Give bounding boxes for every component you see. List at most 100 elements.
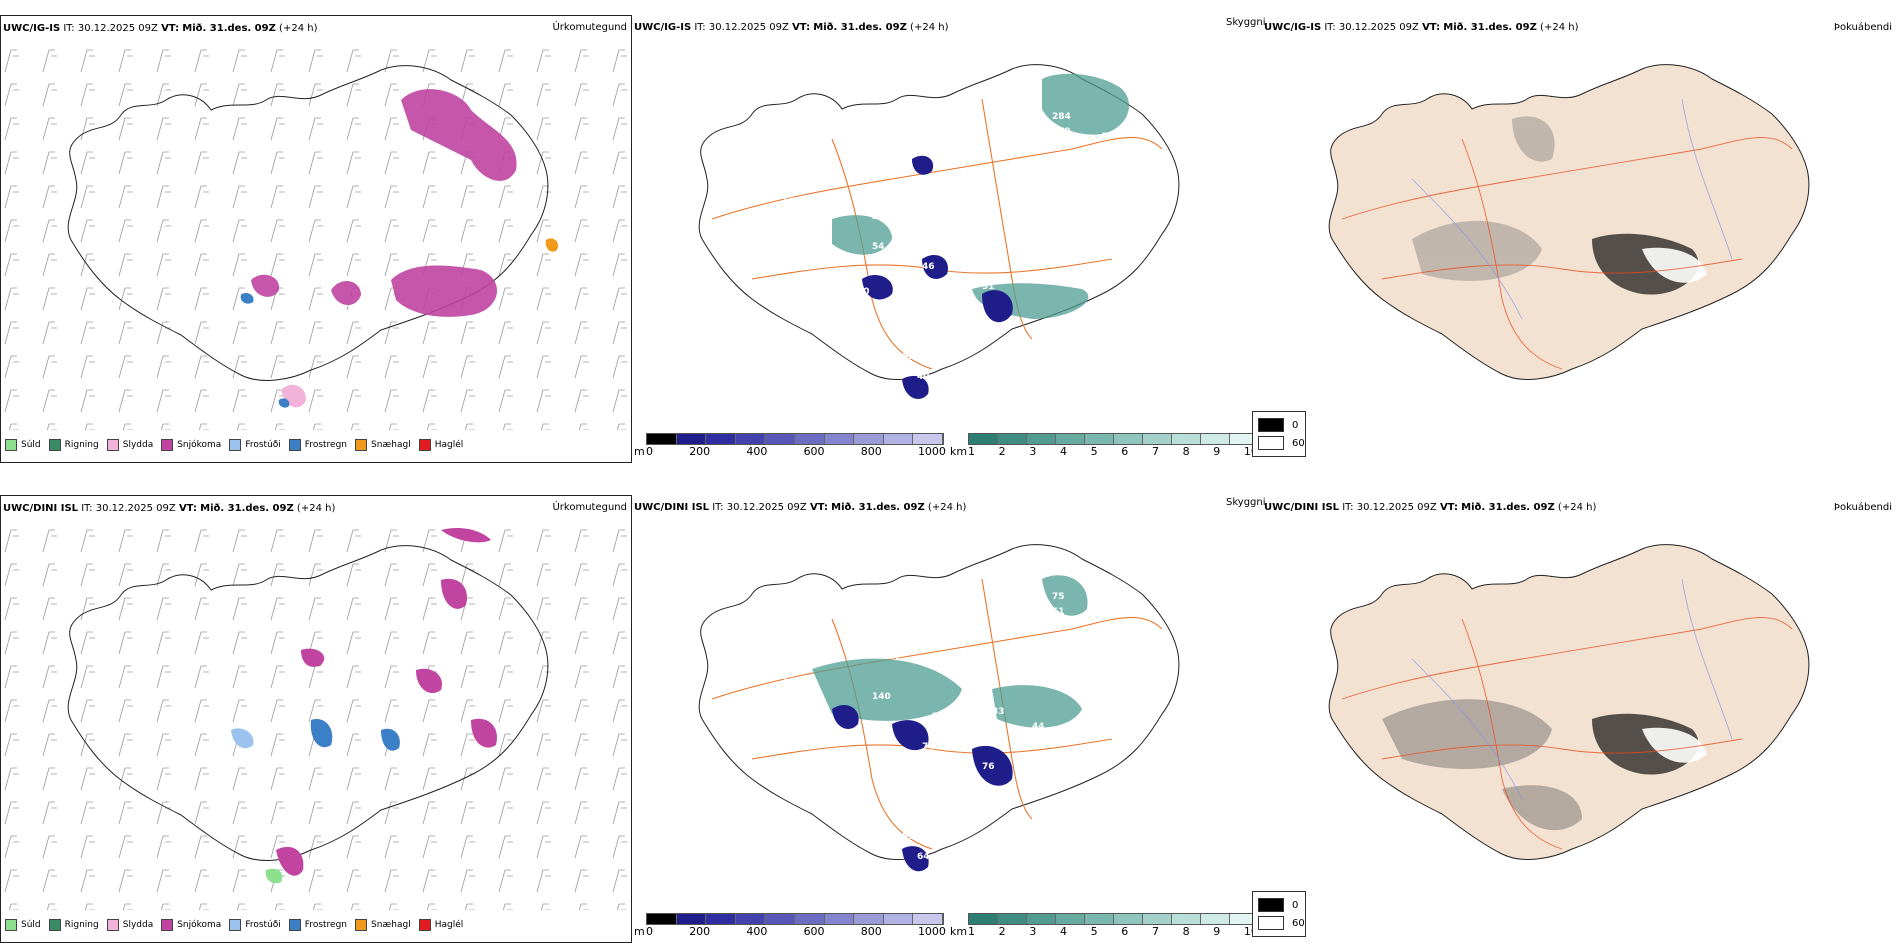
legend-item: Snæhagl	[355, 919, 411, 931]
visibility-colorbar: km 1 2 3 4 5 6 7 8 9 10	[950, 913, 1260, 943]
ceiling-label: 41	[892, 852, 905, 862]
panel-title: Úrkomutegund	[552, 502, 627, 513]
ceiling-label: 43	[857, 767, 870, 777]
ceiling-label: 50	[932, 232, 945, 242]
ceiling-label: 61	[1052, 607, 1065, 617]
ceiling-label: 354	[872, 722, 891, 732]
ceiling-label: 64	[917, 852, 930, 862]
legend-item: Slydda	[106, 919, 153, 931]
ceiling-label: 54	[872, 242, 885, 252]
panel-title: Þokuábendi	[1833, 22, 1892, 33]
fog-panel-row1: UWC/IG-IS IT: 30.12.2025 09Z VT: Mið. 31…	[1252, 15, 1900, 463]
panel-header: UWC/IG-IS IT: 30.12.2025 09Z VT: Mið. 31…	[1264, 22, 1579, 33]
visibility-unit: km	[950, 925, 968, 938]
ceiling-label: 52	[1082, 727, 1095, 737]
ceiling-label: 76	[982, 762, 995, 772]
legend-item: Haglél	[418, 439, 463, 451]
ceiling-label: 10	[857, 287, 870, 297]
ceiling-label: 65	[902, 352, 915, 362]
visibility-panel-row1: UWC/IG-IS IT: 30.12.2025 09Z VT: Mið. 31…	[632, 15, 1266, 463]
panel-header: UWC/IG-IS IT: 30.12.2025 09Z VT: Mið. 31…	[3, 23, 318, 34]
legend-item: Snæhagl	[355, 439, 411, 451]
ceiling-label: 74	[922, 742, 935, 752]
ceiling-unit: m	[634, 925, 645, 938]
panel-title: Úrkomutegund	[552, 22, 627, 33]
visibility-panel-row2: UWC/DINI ISL IT: 30.12.2025 09Z VT: Mið.…	[632, 495, 1266, 943]
legend-item: Súld	[5, 439, 41, 451]
ceiling-label: 27	[1002, 662, 1015, 672]
ceiling-label: 284	[1052, 112, 1071, 122]
ceiling-label: 3	[882, 172, 888, 182]
ceiling-label: 37	[1032, 637, 1045, 647]
ceiling-label: 51	[902, 832, 915, 842]
ceiling-colorbar: m 0 200 400 600 800 1000	[634, 913, 946, 943]
ceiling-label: 138	[897, 812, 916, 822]
fog-panel-row2: UWC/DINI ISL IT: 30.12.2025 09Z VT: Mið.…	[1252, 495, 1900, 943]
ceiling-label: 46	[922, 262, 935, 272]
precip-type-panel-row1: UWC/IG-IS IT: 30.12.2025 09Z VT: Mið. 31…	[0, 15, 632, 463]
panel-header: UWC/DINI ISL IT: 30.12.2025 09Z VT: Mið.…	[634, 502, 967, 513]
ceiling-label: 80	[842, 267, 855, 277]
precip-map	[4, 528, 627, 910]
precip-type-legend: Súld Rigning Slydda Snjókoma Frostúði Fr…	[5, 436, 463, 454]
ceiling-label: 83	[992, 722, 1005, 732]
visibility-ticks: 1 2 3 4 5 6 7 8 9 10	[968, 925, 1258, 938]
ceiling-label: 33	[992, 707, 1005, 717]
ceiling-label: 57	[897, 332, 910, 342]
precip-map	[4, 49, 627, 430]
fog-legend: 0 60	[1252, 411, 1306, 457]
ceiling-label: 31	[982, 282, 995, 292]
ceiling-ticks: 0 200 400 600 800 1000	[646, 445, 946, 458]
ceiling-label: 22	[962, 627, 975, 637]
precip-type-legend: Súld Rigning Slydda Snjókoma Frostúði Fr…	[5, 916, 463, 934]
ceiling-label: 16	[782, 197, 795, 207]
ceiling-label: 1	[992, 227, 998, 237]
visibility-ticks: 1 2 3 4 5 6 7 8 9 10	[968, 445, 1258, 458]
panel-header: UWC/DINI ISL IT: 30.12.2025 09Z VT: Mið.…	[3, 503, 336, 514]
legend-item: Rigning	[48, 439, 99, 451]
panel-title: Skyggni	[1226, 497, 1266, 508]
ceiling-label: 46	[992, 242, 1005, 252]
ceiling-label: 3	[1002, 182, 1008, 192]
ceiling-label: 55	[842, 747, 855, 757]
visibility-unit: km	[950, 445, 968, 458]
visibility-colorbar: km 1 2 3 4 5 6 7 8 9 10	[950, 433, 1260, 463]
ceiling-label: 91	[882, 747, 895, 757]
ceiling-unit: m	[634, 445, 645, 458]
panel-title: Skyggni	[1226, 17, 1266, 28]
legend-item: Snjókoma	[161, 919, 221, 931]
ceiling-ticks: 0 200 400 600 800 1000	[646, 925, 946, 938]
ceiling-label: 140	[872, 692, 891, 702]
legend-item: Rigning	[48, 919, 99, 931]
ceiling-label: 54	[882, 267, 895, 277]
ceiling-label: 143	[1082, 247, 1101, 257]
ceiling-colorbar: m 0 200 400 600 800 1000	[634, 433, 946, 463]
legend-item: Haglél	[418, 919, 463, 931]
ceiling-label: 29	[932, 712, 945, 722]
ceiling-label: 145	[782, 677, 801, 687]
ceiling-label: 279	[1052, 127, 1071, 137]
ceiling-label: 36	[962, 147, 975, 157]
fog-map	[1328, 544, 1810, 860]
ceiling-label: 40	[917, 372, 930, 382]
ceiling-label: 276	[872, 212, 891, 222]
legend-item: Súld	[5, 919, 41, 931]
precip-type-panel-row2: UWC/DINI ISL IT: 30.12.2025 09Z VT: Mið.…	[0, 495, 632, 943]
ceiling-label: 44	[1032, 722, 1045, 732]
legend-item: Frostúði	[229, 439, 281, 451]
legend-item: Snjókoma	[161, 439, 221, 451]
ceiling-label: 38	[922, 142, 935, 152]
panel-title: Þokuábendi	[1833, 502, 1892, 513]
ceiling-label: 75	[1052, 592, 1065, 602]
ceiling-label: 87	[922, 622, 935, 632]
ceiling-label: 147	[882, 652, 901, 662]
ceiling-label: 40	[892, 372, 905, 382]
ceiling-label: 70	[1102, 132, 1115, 142]
legend-item: Frostregn	[288, 919, 347, 931]
ceiling-label: 50	[1032, 157, 1045, 167]
legend-item: Slydda	[106, 439, 153, 451]
fog-legend: 0 60	[1252, 891, 1306, 937]
ceiling-label: 53	[1102, 612, 1115, 622]
